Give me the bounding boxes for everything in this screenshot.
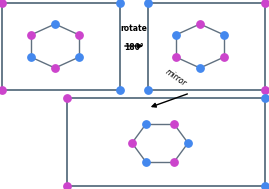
Point [263, 2, 267, 5]
Point [146, 88, 150, 91]
Point [29, 56, 33, 59]
Text: rotate: rotate [121, 24, 147, 33]
Point [198, 22, 202, 26]
Point [222, 56, 226, 59]
Point [65, 184, 69, 187]
Text: mirror: mirror [164, 67, 188, 88]
Point [174, 33, 178, 36]
Point [198, 67, 202, 70]
Point [118, 2, 122, 5]
Bar [148, 3, 265, 90]
Point [172, 122, 176, 125]
Point [53, 22, 57, 26]
Point [77, 33, 82, 36]
Bar [67, 98, 265, 186]
Point [186, 142, 190, 145]
Point [65, 97, 69, 100]
Point [53, 67, 57, 70]
Point [0, 2, 4, 5]
Point [29, 33, 33, 36]
Point [172, 160, 176, 163]
Point [118, 88, 122, 91]
Point [146, 2, 150, 5]
Point [263, 97, 267, 100]
Point [263, 184, 267, 187]
Point [263, 88, 267, 91]
Point [144, 122, 148, 125]
Text: 180°: 180° [124, 43, 144, 52]
Point [130, 142, 134, 145]
Point [0, 88, 4, 91]
Point [174, 56, 178, 59]
Point [77, 56, 82, 59]
Point [222, 33, 226, 36]
Bar [2, 3, 120, 90]
Point [144, 160, 148, 163]
